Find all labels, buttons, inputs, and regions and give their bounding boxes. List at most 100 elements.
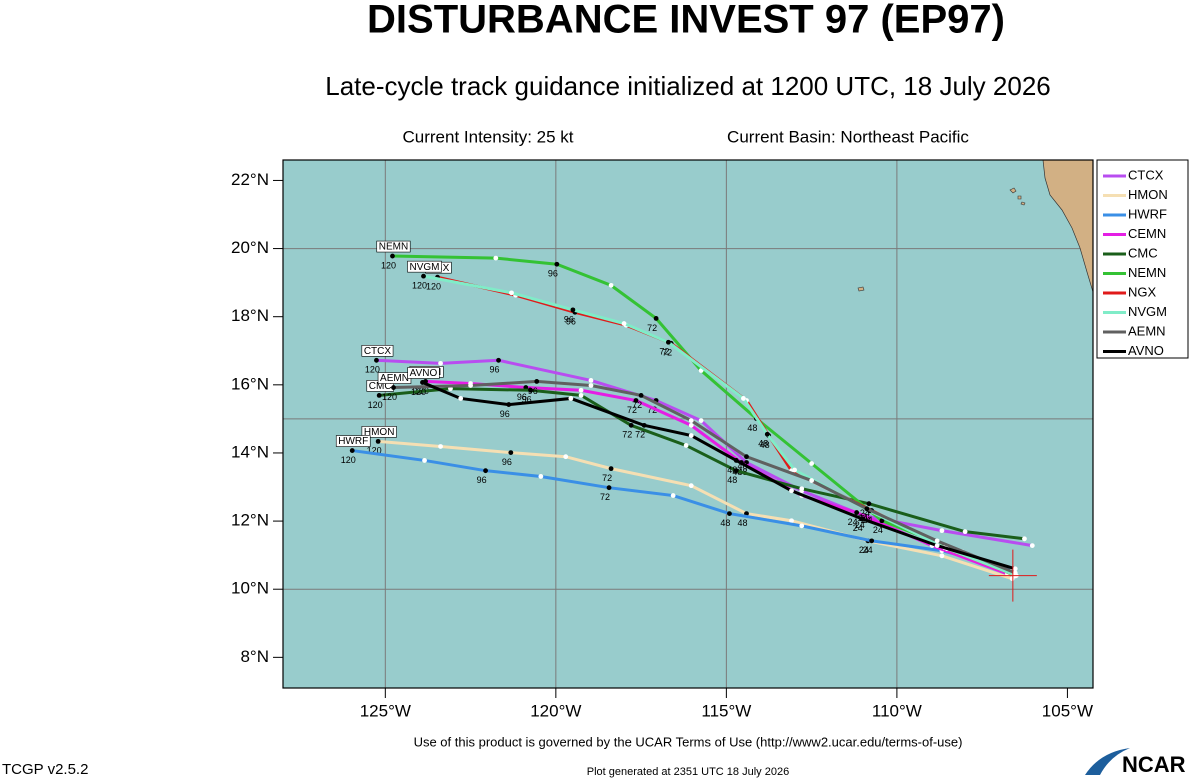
legend-label: CMC [1128, 245, 1158, 260]
hour-label: 120 [381, 260, 396, 270]
track-point [727, 511, 732, 516]
track-point [859, 516, 865, 522]
logo-swoosh [1085, 748, 1130, 775]
hour-label: 72 [600, 492, 610, 502]
track-point [744, 454, 749, 460]
track-point [688, 422, 694, 428]
legend-label: AVNO [1128, 343, 1164, 358]
terms: Use of this product is governed by the U… [414, 734, 963, 749]
hour-label: 72 [647, 405, 657, 415]
hour-label: 96 [500, 409, 510, 419]
track-name-box [376, 240, 411, 253]
track-point [376, 392, 382, 398]
hour-label: 72 [659, 347, 669, 357]
track-point [733, 458, 739, 463]
hour-label: 120 [382, 392, 397, 402]
track-name-box [335, 435, 371, 447]
track-point [506, 402, 512, 407]
track-name: HMON [364, 427, 395, 438]
hour-label: 72 [632, 400, 642, 410]
hour-label: 48 [727, 465, 737, 475]
track-point [1012, 566, 1018, 572]
track-point [458, 396, 464, 401]
legend-box [1096, 159, 1189, 359]
track-point [688, 418, 694, 423]
track-point [962, 529, 968, 535]
hour-label: 96 [477, 475, 487, 485]
track-point [879, 518, 885, 524]
track-point [854, 510, 860, 515]
generated: Plot generated at 2351 UTC 18 July 2026 [587, 766, 789, 778]
track-point [789, 518, 794, 524]
legend-label: NEMN [1128, 265, 1166, 280]
track-point [588, 383, 594, 388]
track-point [1029, 543, 1035, 549]
legend-label: NGX [1128, 284, 1157, 299]
track-point [934, 543, 940, 549]
y-tick-label: 18°N [231, 306, 269, 325]
hour-label: 48 [737, 461, 747, 471]
version: TCGP v2.5.2 [2, 761, 88, 778]
track-point [421, 273, 426, 279]
y-tick-label: 22°N [231, 170, 269, 189]
track-point [578, 392, 584, 398]
y-tick-label: 10°N [231, 579, 269, 598]
track-point [438, 444, 443, 449]
track-point [438, 360, 443, 366]
track-point [493, 255, 499, 261]
track-point [528, 387, 534, 393]
legend-label: NVGM [1128, 304, 1167, 319]
track-point [509, 290, 514, 296]
y-tick-label: 14°N [231, 442, 269, 461]
track-point [688, 483, 694, 489]
plot-frame [282, 159, 1094, 689]
track-point [538, 474, 544, 479]
track-point [420, 380, 425, 385]
track-point [869, 538, 875, 544]
track-point [578, 387, 584, 393]
intensity: Current Intensity: 25 kt [402, 127, 573, 146]
hour-label: 48 [737, 518, 747, 528]
track-point [534, 379, 540, 384]
hour-label: 120 [412, 281, 427, 291]
track-point [939, 553, 945, 559]
hour-label: 72 [647, 323, 657, 333]
track-point [866, 501, 872, 507]
track-name: AVNO [410, 368, 438, 379]
track-point [741, 396, 746, 401]
track-point [792, 467, 797, 473]
track-point [733, 468, 739, 474]
hour-label: 72 [635, 430, 645, 440]
track-point [374, 357, 379, 363]
track-point [570, 307, 576, 313]
track-point [939, 528, 945, 534]
track-point [1009, 576, 1015, 582]
track-name: NEMN [379, 242, 408, 253]
hour-label: 120 [365, 365, 380, 375]
hour-label: 72 [662, 348, 672, 358]
hour-label: 120 [411, 387, 426, 397]
hour-label: 24 [848, 517, 858, 527]
hour-label: 96 [522, 395, 532, 405]
track-point [799, 523, 805, 529]
track-point [864, 506, 870, 512]
track-point [628, 422, 634, 428]
hour-label: 24 [860, 508, 870, 518]
track-name-box [361, 344, 394, 357]
track-point [606, 485, 612, 491]
track-point [554, 261, 560, 267]
track-point [422, 458, 427, 463]
track-point [390, 253, 395, 259]
legend-label: CTCX [1128, 167, 1164, 182]
hour-label: 96 [517, 392, 527, 402]
track-point [568, 396, 574, 401]
track-point [496, 357, 501, 363]
logo: NCAR [1122, 752, 1186, 777]
track-point [683, 443, 689, 448]
hour-label: 24 [859, 545, 869, 555]
islands [857, 187, 1026, 292]
track-name: NVGM [410, 262, 440, 273]
x-tick-label: 110°W [872, 701, 922, 720]
track-point [563, 454, 569, 460]
legend-label: AEMN [1128, 323, 1166, 338]
